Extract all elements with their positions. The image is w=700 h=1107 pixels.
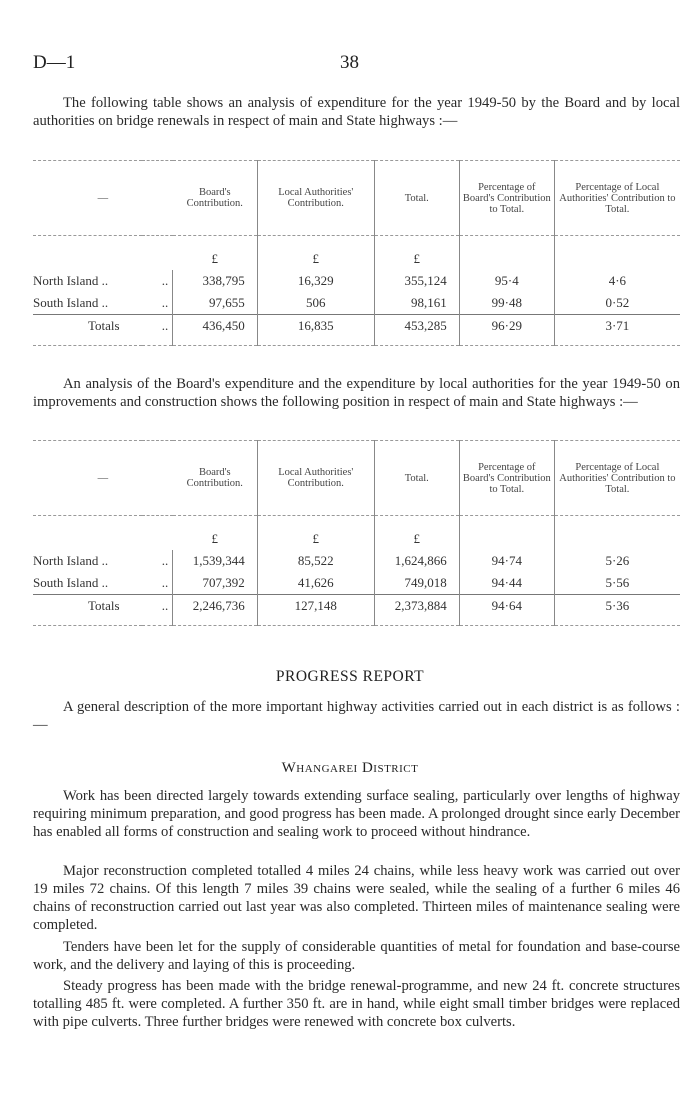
leader-dots: ..: [161, 575, 169, 590]
currency-symbol: £: [211, 531, 219, 546]
paragraph-text: Steady progress has been made with the b…: [33, 978, 680, 1030]
total: 453,285: [373, 314, 460, 346]
header-blank: —: [97, 472, 109, 484]
paragraph-text: Work has been directed largely towards e…: [33, 788, 680, 840]
currency-symbol: £: [211, 251, 219, 266]
local-contribution: 506: [256, 292, 375, 315]
pct-board: 95·4: [458, 270, 555, 292]
table-row: South Island .. .. 707,392 41,626 749,01…: [33, 572, 680, 595]
header-pct-board: Percentage of Board's Contribution to To…: [458, 440, 555, 516]
header-blank: —: [97, 192, 109, 204]
local-contribution: 85,522: [256, 550, 375, 572]
pct-local: 5·36: [553, 594, 680, 626]
intro-paragraph-2: An analysis of the Board's expenditure a…: [33, 375, 680, 411]
intro-paragraph-1: The following table shows an analysis of…: [33, 94, 680, 130]
paragraph-text: A general description of the more import…: [33, 699, 680, 733]
district-paragraph-2: Major reconstruction completed totalled …: [33, 862, 680, 934]
leader-dots: ..: [161, 273, 169, 288]
table-row: Totals .. 2,246,736 127,148 2,373,884 94…: [33, 594, 680, 626]
local-contribution: 41,626: [256, 572, 375, 595]
row-label: Totals: [88, 598, 120, 613]
page-number: 38: [340, 52, 359, 73]
local-contribution: 127,148: [256, 594, 375, 626]
header-board: Board's Contribution.: [186, 467, 243, 489]
header-pct-local: Percentage of Local Authorities' Contrib…: [553, 160, 680, 236]
paragraph-text: Major reconstruction completed totalled …: [33, 863, 680, 933]
row-label: South Island ..: [33, 295, 109, 310]
total: 98,161: [373, 292, 460, 315]
currency-symbol: £: [373, 248, 460, 270]
row-label: North Island ..: [33, 273, 109, 288]
header-total: Total.: [373, 160, 460, 236]
currency-symbol: £: [256, 248, 375, 270]
board-contribution: 436,450: [172, 314, 258, 346]
pct-board: 94·64: [458, 594, 555, 626]
progress-intro: A general description of the more import…: [33, 698, 680, 734]
pct-local: 4·6: [553, 270, 680, 292]
header-pct-local: Percentage of Local Authorities' Contrib…: [553, 440, 680, 516]
pct-board: 94·74: [458, 550, 555, 572]
table-row: North Island .. .. 1,539,344 85,522 1,62…: [33, 550, 680, 572]
bridge-renewals-table: — Board's Contribution. Local Authoritie…: [33, 160, 680, 346]
district-paragraph-4: Steady progress has been made with the b…: [33, 977, 680, 1031]
table-row: Totals .. 436,450 16,835 453,285 96·29 3…: [33, 314, 680, 346]
paragraph-text: An analysis of the Board's expenditure a…: [33, 376, 680, 410]
pct-board: 99·48: [458, 292, 555, 315]
paragraph-text: The following table shows an analysis of…: [33, 95, 680, 129]
leader-dots: ..: [161, 318, 169, 333]
board-contribution: 707,392: [172, 572, 258, 595]
pct-board: 96·29: [458, 314, 555, 346]
progress-report-heading: PROGRESS REPORT: [275, 668, 425, 685]
paragraph-text: Tenders have been let for the supply of …: [33, 939, 680, 973]
header-total: Total.: [373, 440, 460, 516]
local-contribution: 16,329: [256, 270, 375, 292]
board-contribution: 2,246,736: [172, 594, 258, 626]
district-paragraph-3: Tenders have been let for the supply of …: [33, 938, 680, 974]
total: 355,124: [373, 270, 460, 292]
pct-local: 5·26: [553, 550, 680, 572]
leader-dots: ..: [161, 598, 169, 613]
currency-symbol: £: [373, 528, 460, 550]
district-heading: Whangarei District: [281, 760, 419, 776]
pct-board: 94·44: [458, 572, 555, 595]
currency-symbol: £: [256, 528, 375, 550]
total: 1,624,866: [373, 550, 460, 572]
leader-dots: ..: [161, 553, 169, 568]
table-row: South Island .. .. 97,655 506 98,161 99·…: [33, 292, 680, 315]
currency-row: £ £ £: [33, 248, 680, 270]
total: 749,018: [373, 572, 460, 595]
row-label: North Island ..: [33, 553, 109, 568]
document-code: D—1: [33, 52, 76, 73]
local-contribution: 16,835: [256, 314, 375, 346]
currency-row: £ £ £: [33, 528, 680, 550]
district-paragraph-1: Work has been directed largely towards e…: [33, 787, 680, 841]
row-label: South Island ..: [33, 575, 109, 590]
board-contribution: 1,539,344: [172, 550, 258, 572]
table-header-row: — Board's Contribution. Local Authoritie…: [33, 160, 680, 236]
leader-dots: ..: [161, 295, 169, 310]
row-label: Totals: [88, 318, 120, 333]
table-row: North Island .. .. 338,795 16,329 355,12…: [33, 270, 680, 292]
improvements-table: — Board's Contribution. Local Authoritie…: [33, 440, 680, 626]
header-board: Board's Contribution.: [186, 187, 243, 209]
table-header-row: — Board's Contribution. Local Authoritie…: [33, 440, 680, 516]
header-local: Local Authorities' Contribution.: [256, 440, 375, 516]
board-contribution: 97,655: [172, 292, 258, 315]
pct-local: 5·56: [553, 572, 680, 595]
board-contribution: 338,795: [172, 270, 258, 292]
header-local: Local Authorities' Contribution.: [256, 160, 375, 236]
header-pct-board: Percentage of Board's Contribution to To…: [458, 160, 555, 236]
pct-local: 0·52: [553, 292, 680, 315]
pct-local: 3·71: [553, 314, 680, 346]
total: 2,373,884: [373, 594, 460, 626]
